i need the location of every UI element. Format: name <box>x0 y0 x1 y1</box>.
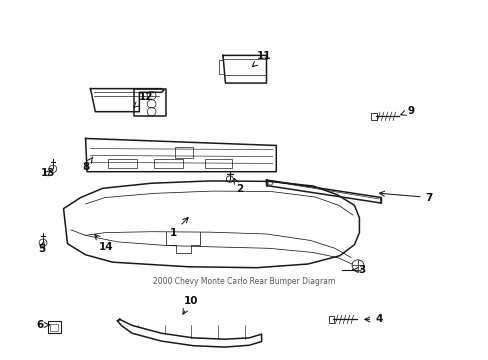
Bar <box>48 321 61 333</box>
Text: 2: 2 <box>234 179 243 194</box>
Text: 1: 1 <box>170 217 188 238</box>
Text: 9: 9 <box>400 106 413 116</box>
Text: 5: 5 <box>38 242 45 254</box>
Text: 12: 12 <box>134 92 153 107</box>
Bar <box>205 159 232 168</box>
Bar <box>174 147 193 158</box>
Text: 10: 10 <box>183 296 198 314</box>
Text: 7: 7 <box>379 191 432 203</box>
Bar <box>107 159 137 168</box>
Bar <box>370 113 376 120</box>
Text: 13: 13 <box>41 168 55 177</box>
Text: 6: 6 <box>37 320 49 330</box>
Bar <box>50 324 58 331</box>
Text: 11: 11 <box>252 51 271 67</box>
Text: 3: 3 <box>352 265 365 275</box>
Text: 8: 8 <box>82 157 93 172</box>
Bar <box>328 316 334 323</box>
Text: 14: 14 <box>95 234 114 252</box>
Bar <box>154 159 183 168</box>
Text: 2000 Chevy Monte Carlo Rear Bumper Diagram: 2000 Chevy Monte Carlo Rear Bumper Diagr… <box>153 277 335 286</box>
Text: 4: 4 <box>364 314 382 324</box>
